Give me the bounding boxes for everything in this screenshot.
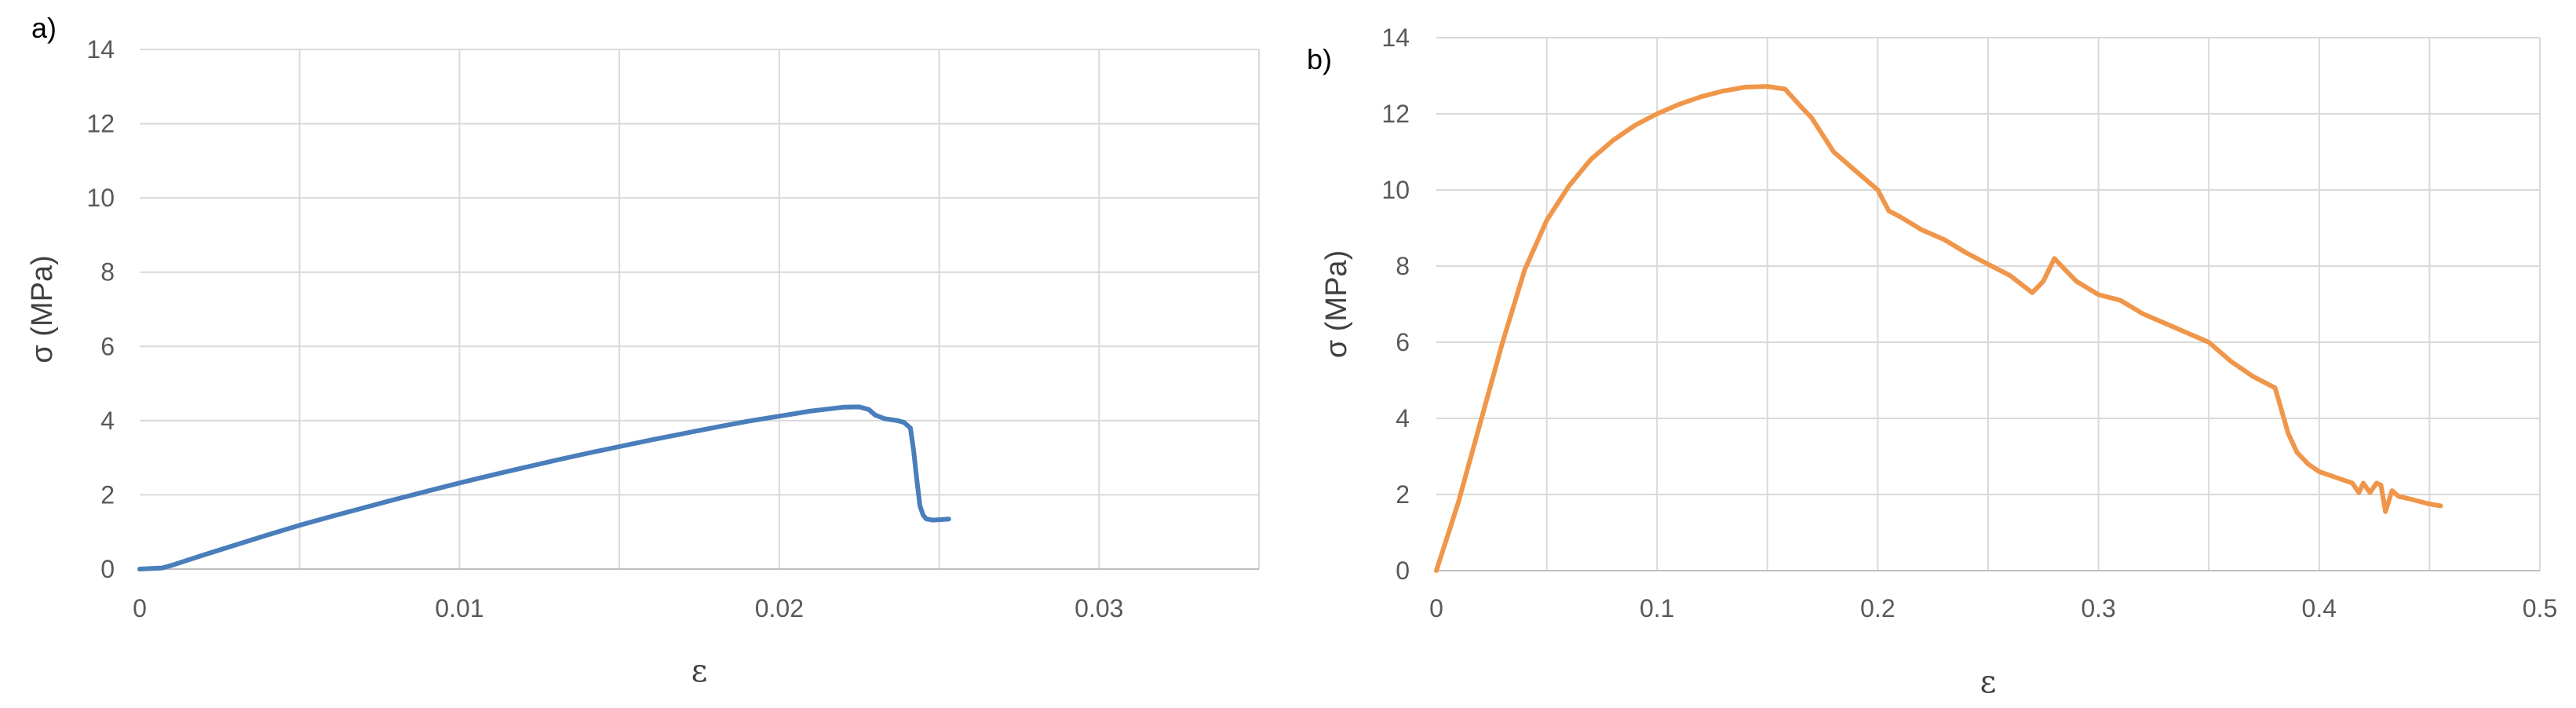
x-tick-label: 0.1 [1640, 594, 1674, 622]
x-tick-label: 0 [133, 594, 147, 622]
y-tick-label: 10 [1381, 176, 1410, 204]
y-tick-label: 0 [100, 555, 115, 583]
series-line [1434, 84, 2443, 573]
y-tick-label: 6 [1396, 328, 1410, 356]
y-axis-label: σ (MPa) [1320, 250, 1353, 358]
y-tick-label: 4 [100, 407, 115, 435]
y-tick-label: 2 [100, 480, 115, 509]
y-axis-label: σ (MPa) [26, 255, 59, 363]
x-tick-label: 0.02 [755, 594, 804, 622]
x-tick-label: 0.4 [2302, 594, 2337, 622]
x-tick-label: 0.5 [2523, 594, 2557, 622]
x-tick-label: 0.3 [2081, 594, 2115, 622]
x-axis-label: ε [1980, 664, 1997, 700]
chart-panel-b: 0 2 4 6 8 10 12 14 0 0.1 0.2 0.3 0.4 0.5 σ (MPa) ε b) [1307, 24, 2557, 700]
x-tick-label: 0.03 [1075, 594, 1123, 622]
series-line [137, 404, 951, 571]
x-axis-label: ε [691, 653, 708, 689]
y-tick-label: 14 [86, 35, 115, 64]
y-tick-label: 6 [100, 332, 115, 360]
panel-label: a) [31, 12, 57, 44]
panel-label: b) [1307, 43, 1332, 75]
y-tick-label: 4 [1396, 404, 1410, 432]
y-tick-label: 14 [1381, 24, 1410, 52]
y-tick-label: 10 [86, 184, 115, 212]
chart-panel-a: 0 2 4 6 8 10 12 14 0 0.01 0.02 0.03 σ (MPa) ε a) [26, 12, 1260, 689]
x-tick-label: 0 [1429, 594, 1443, 622]
y-tick-label: 8 [100, 258, 115, 286]
y-tick-label: 12 [1381, 100, 1410, 128]
y-tick-label: 12 [86, 110, 115, 138]
x-tick-label: 0.01 [435, 594, 483, 622]
y-tick-label: 8 [1396, 252, 1410, 280]
x-tick-label: 0.2 [1860, 594, 1895, 622]
y-tick-label: 0 [1396, 557, 1410, 585]
y-tick-label: 2 [1396, 480, 1410, 509]
